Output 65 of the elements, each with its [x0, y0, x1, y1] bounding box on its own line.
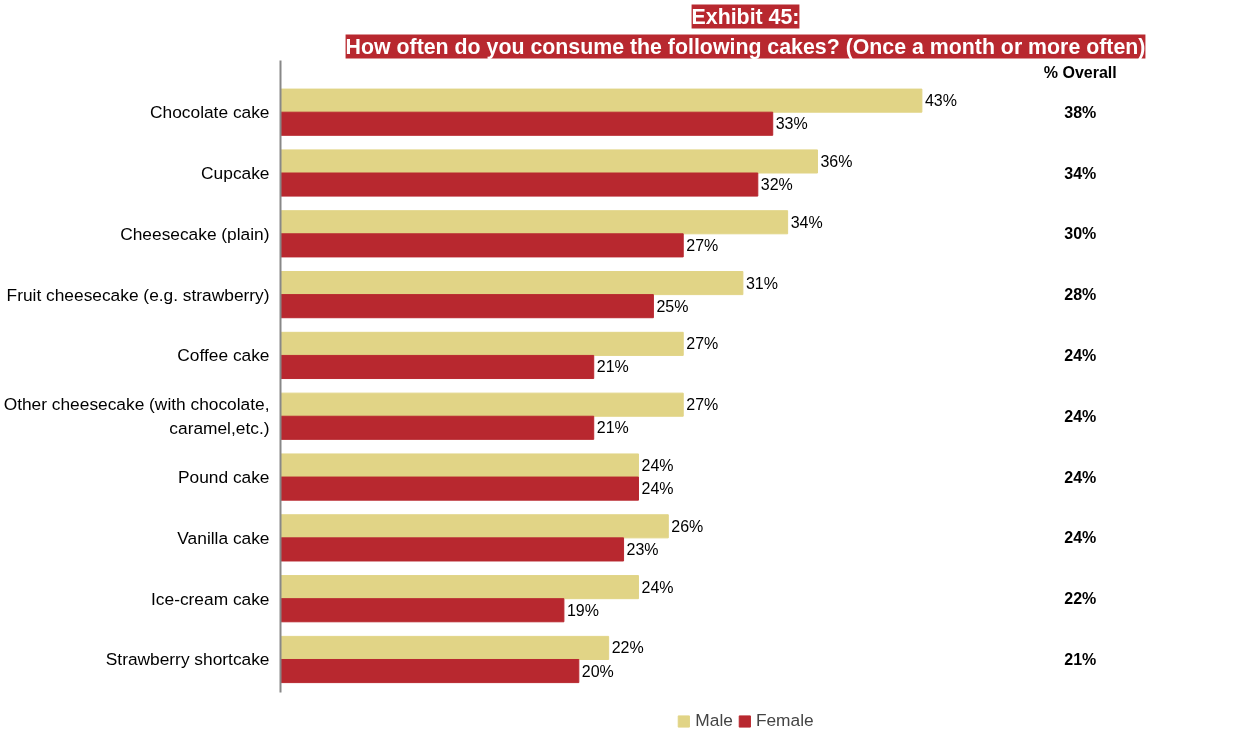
chart-title: Exhibit 45: — [691, 4, 800, 29]
bar — [280, 294, 654, 319]
data-label: 26% — [671, 517, 704, 535]
text: 38% — [1064, 103, 1097, 121]
bar — [280, 210, 789, 235]
bar — [280, 172, 759, 197]
data-label: 27% — [686, 396, 719, 414]
data-label: 31% — [745, 274, 778, 292]
bar — [280, 575, 639, 600]
chart-subtitle: How often do you consume the following cakes? (Once a month or more often) — [345, 34, 1146, 59]
text: 30% — [1064, 225, 1097, 243]
text: % Overall — [1043, 64, 1117, 82]
data-label: 21% — [596, 419, 629, 437]
y-tick-label: Cupcake — [201, 163, 270, 183]
data-label: 43% — [924, 92, 957, 110]
text: 28% — [1064, 286, 1097, 304]
bar — [280, 537, 625, 562]
bar — [280, 658, 580, 684]
text: 24% — [1064, 407, 1097, 425]
y-tick-label: Strawberry shortcake — [105, 649, 270, 670]
data-label: 23% — [626, 540, 659, 558]
text: 24% — [1064, 346, 1097, 364]
bar — [280, 635, 610, 660]
legend-label: Male — [695, 710, 733, 731]
data-label: 27% — [686, 335, 719, 353]
y-tick-label: Fruit cheesecake (e.g. strawberry) — [6, 284, 270, 305]
data-label: 27% — [686, 236, 719, 254]
bar — [280, 392, 684, 417]
text: 34% — [1064, 164, 1097, 182]
data-label: 21% — [596, 358, 629, 376]
data-label: 36% — [820, 152, 853, 170]
y-tick-label: Cheesecake (plain) — [120, 223, 270, 244]
data-label: 20% — [581, 662, 614, 680]
bar — [280, 149, 818, 174]
data-label: 19% — [566, 601, 599, 619]
bar — [280, 111, 774, 136]
text: 24% — [1064, 468, 1097, 486]
bar — [280, 233, 684, 258]
bar — [280, 476, 639, 501]
data-label: 32% — [760, 176, 793, 194]
data-label: 34% — [790, 213, 823, 231]
bar — [280, 514, 669, 539]
legend-label: Female — [755, 710, 814, 731]
bar — [280, 271, 744, 296]
y-tick-label: Vanilla cake — [177, 527, 270, 548]
data-label: 24% — [641, 457, 674, 474]
bar — [280, 88, 923, 113]
y-tick-label: Ice-cream cake — [151, 588, 270, 609]
data-label: 24% — [641, 480, 674, 498]
bar — [280, 331, 684, 356]
text: 21% — [1064, 650, 1097, 668]
text: 24% — [1064, 529, 1097, 547]
data-label: 22% — [611, 639, 644, 657]
bar — [280, 354, 595, 380]
y-tick-label: Other cheesecake (with chocolate, caramel,etc.) — [3, 394, 270, 439]
data-label: 24% — [641, 578, 674, 596]
bar — [280, 598, 565, 623]
bar — [280, 415, 595, 440]
bar — [280, 453, 639, 478]
data-label: 25% — [656, 297, 689, 315]
y-tick-label: Chocolate cake — [150, 102, 270, 123]
y-tick-label: Coffee cake — [177, 345, 270, 366]
y-tick-label: Pound cake — [177, 467, 270, 488]
text: 22% — [1064, 590, 1097, 608]
data-label: 33% — [775, 115, 808, 133]
